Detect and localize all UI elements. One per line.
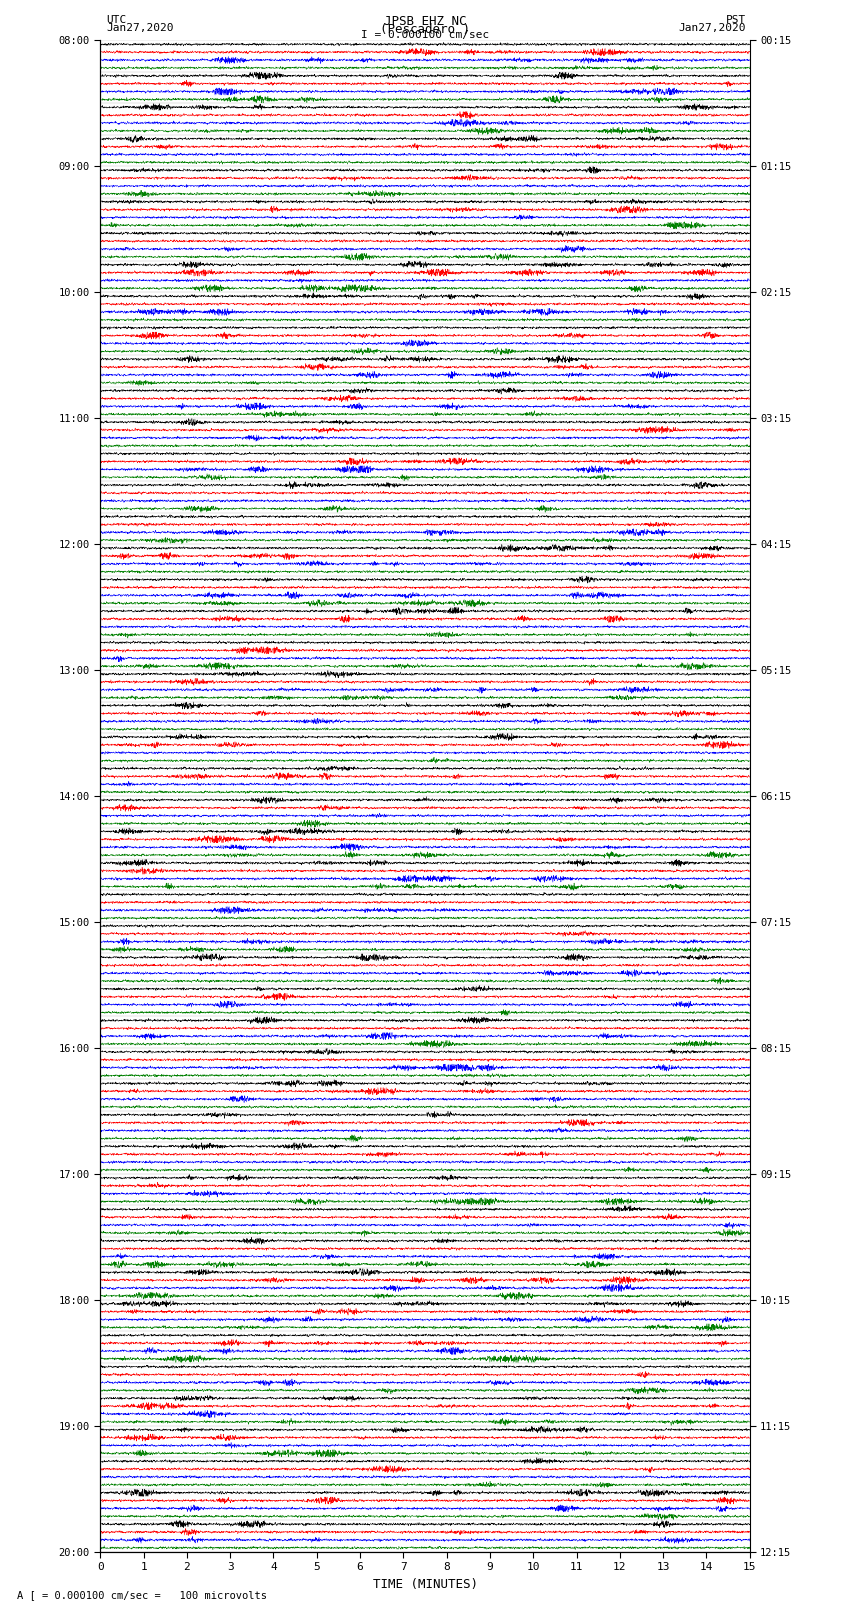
Text: PST: PST [726,16,746,26]
Text: (Pescadero ): (Pescadero ) [380,23,470,35]
Text: A [ = 0.000100 cm/sec =   100 microvolts: A [ = 0.000100 cm/sec = 100 microvolts [17,1590,267,1600]
X-axis label: TIME (MINUTES): TIME (MINUTES) [372,1578,478,1590]
Text: Jan27,2020: Jan27,2020 [106,23,173,32]
Text: JPSB EHZ NC: JPSB EHZ NC [383,16,467,29]
Text: UTC: UTC [106,16,127,26]
Text: I = 0.000100 cm/sec: I = 0.000100 cm/sec [361,31,489,40]
Text: Jan27,2020: Jan27,2020 [679,23,746,32]
